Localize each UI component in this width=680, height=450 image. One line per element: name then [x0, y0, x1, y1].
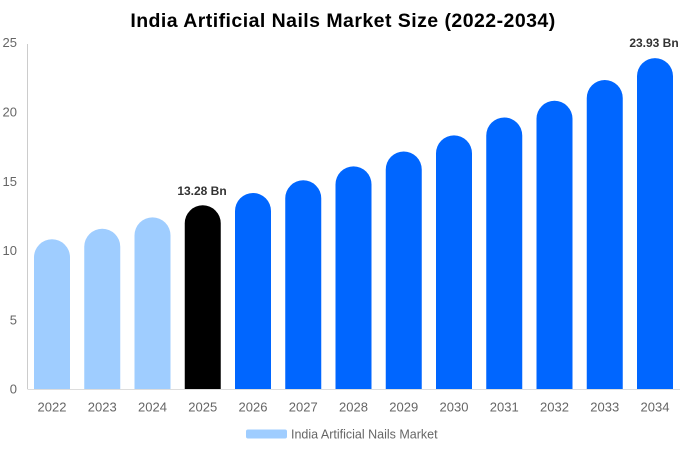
svg-text:2031: 2031 — [490, 400, 519, 415]
svg-text:13.28 Bn: 13.28 Bn — [177, 184, 226, 198]
svg-text:2032: 2032 — [540, 400, 569, 415]
svg-text:2022: 2022 — [38, 400, 67, 415]
svg-text:2024: 2024 — [138, 400, 167, 415]
svg-text:25: 25 — [3, 35, 17, 50]
svg-text:0: 0 — [10, 382, 17, 397]
svg-text:India Artificial Nails Market: India Artificial Nails Market — [291, 428, 438, 442]
svg-text:2033: 2033 — [590, 400, 619, 415]
svg-text:2029: 2029 — [389, 400, 418, 415]
svg-text:2026: 2026 — [239, 400, 268, 415]
svg-text:2030: 2030 — [440, 400, 469, 415]
svg-text:2028: 2028 — [339, 400, 368, 415]
svg-text:15: 15 — [3, 174, 17, 189]
svg-text:2034: 2034 — [641, 400, 670, 415]
svg-text:2025: 2025 — [188, 400, 217, 415]
svg-text:23.93 Bn: 23.93 Bn — [629, 36, 678, 50]
svg-text:2027: 2027 — [289, 400, 318, 415]
svg-text:20: 20 — [3, 105, 17, 120]
svg-text:10: 10 — [3, 243, 17, 258]
svg-text:5: 5 — [10, 312, 17, 327]
svg-text:2023: 2023 — [88, 400, 117, 415]
svg-text:India Artificial Nails Market: India Artificial Nails Market Size (2022… — [130, 10, 555, 32]
